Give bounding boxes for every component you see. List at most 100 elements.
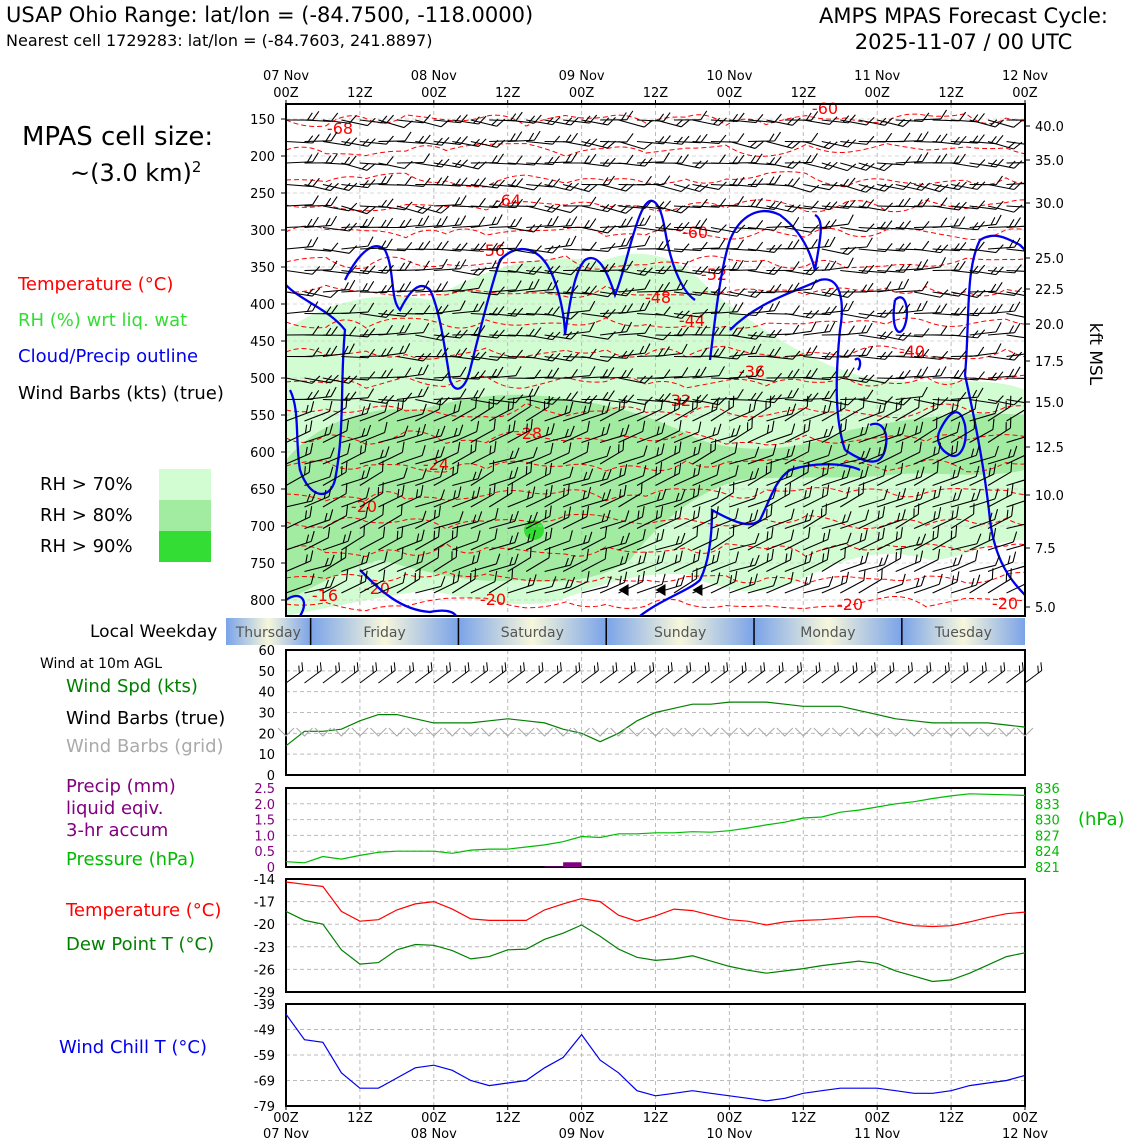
wind-barb-shaft [322,430,348,443]
wind-barb [951,134,985,144]
wind-barb-flag [676,155,683,164]
bottom-date-tick-label: 08 Nov [411,1127,457,1140]
wind-barb-flag [416,555,420,564]
wind-barb-shaft [600,291,627,297]
wind-barb-shaft [636,472,661,486]
wind-barb [784,573,813,594]
wind-barb-flag [792,305,800,315]
wind-barb-flag [515,217,523,227]
wind10m-barb-grid [499,727,517,737]
wind-barb [452,468,483,487]
wind-barb [766,508,795,530]
wind-barb [987,323,1021,336]
wind-barb-flag [307,112,313,121]
wind-barb-flag [533,511,538,523]
wind-barb-flag [621,112,627,120]
wind-barb [304,485,332,508]
wind10m-barb-true [285,662,304,684]
wind-barbs-layer [286,109,1025,596]
wind-barb-flag [940,350,949,360]
wind-barb-shaft [895,309,923,315]
wind-barb-flag [421,529,425,541]
wind-barb [341,466,371,487]
wind-barb-shaft [470,291,498,296]
wind-barb-flag [515,307,524,317]
wind-barb [766,403,797,422]
wind-barb-flag [497,153,504,163]
wind-barb-flag [939,184,949,193]
wind-barb-shaft [618,430,643,444]
wind-barb-flag [787,204,795,212]
wind-barb-shaft [803,331,830,336]
wind10m-grid-barb-mark [998,727,1015,737]
wind10m-barb-shaft [562,670,581,684]
wind-barb-shaft [840,246,867,250]
wind-barb-flag [512,397,515,409]
wind-barb-flag [529,395,532,407]
wind-barb-flag [663,282,671,292]
wind-barb-flag [993,463,997,475]
height-tick-label: 22.5 [1035,283,1064,298]
wind-barb-flag [547,245,554,253]
wind-barb-shaft [507,395,535,401]
wind-barb-flag [606,468,612,480]
wind-barb-flag [773,301,781,311]
top-hour-tick-label: 12Z [791,86,817,101]
wind-barb-flag [565,331,573,339]
wind10m-grid-barb-mark [868,727,886,737]
wind-barb-flag [420,485,424,496]
wind-barb-shaft [600,331,627,336]
wind-barb-flag [366,402,371,414]
wind10m-barb-flag [723,665,725,673]
wind-barb [803,425,834,444]
wind-barb-shaft [747,205,775,210]
wind-barb [341,265,376,275]
wind-barb [396,114,431,124]
wind-barb-shaft [359,119,387,124]
wind-barb-shaft [544,516,569,529]
wind-barb-flag [718,224,727,233]
wind-barb-flag [899,547,902,559]
wind-barb [359,446,390,465]
wind-barb [452,216,486,229]
wind-barb-shaft [951,248,978,251]
wind-barb-flag [805,112,812,121]
wind-barb-shaft [673,269,701,275]
wind10m-barb-true [322,662,341,684]
wind-barb [932,391,967,402]
wind-barb-shaft [784,354,812,358]
wind-barb-shaft [433,309,461,315]
wind-barb-shaft [636,269,664,275]
wind-barb-flag [845,571,849,583]
wind-barb-flag [386,238,393,249]
wind-barb-shaft [286,411,312,422]
wind-barb-flag [713,117,721,125]
wind-barb-shaft [950,560,976,573]
wind10m-barb-grid [961,727,978,737]
wind-barb [415,158,450,168]
wind-barb-flag [548,396,550,407]
wind-barb [526,155,560,166]
wind-barb-shaft [987,332,1015,336]
wind-barb-shaft [877,377,904,380]
wind-barb-flag [404,323,411,333]
wind-barb-flag [973,503,975,515]
wind-barb [636,422,666,444]
wind-barb-flag [325,306,332,314]
wind-barb-shaft [1006,580,1025,594]
wind-barb [544,235,577,250]
wind-barb-flag [644,300,651,311]
wind10m-barb-true [525,662,544,684]
wind10m-barb-true [766,662,784,684]
wind-barb-flag [533,278,540,289]
wind-barb-flag [421,510,427,522]
wind-barb [766,261,800,272]
panel-tick-label: 40 [258,686,275,701]
wind-barb-flag [692,510,696,520]
wind-barb-shaft [1024,312,1025,315]
wind-barb-flag [364,440,367,452]
weekday-segment [754,618,902,645]
wind-barb-flag [491,180,499,188]
wind-barb [304,423,334,444]
wind-barb-flag [621,218,627,227]
